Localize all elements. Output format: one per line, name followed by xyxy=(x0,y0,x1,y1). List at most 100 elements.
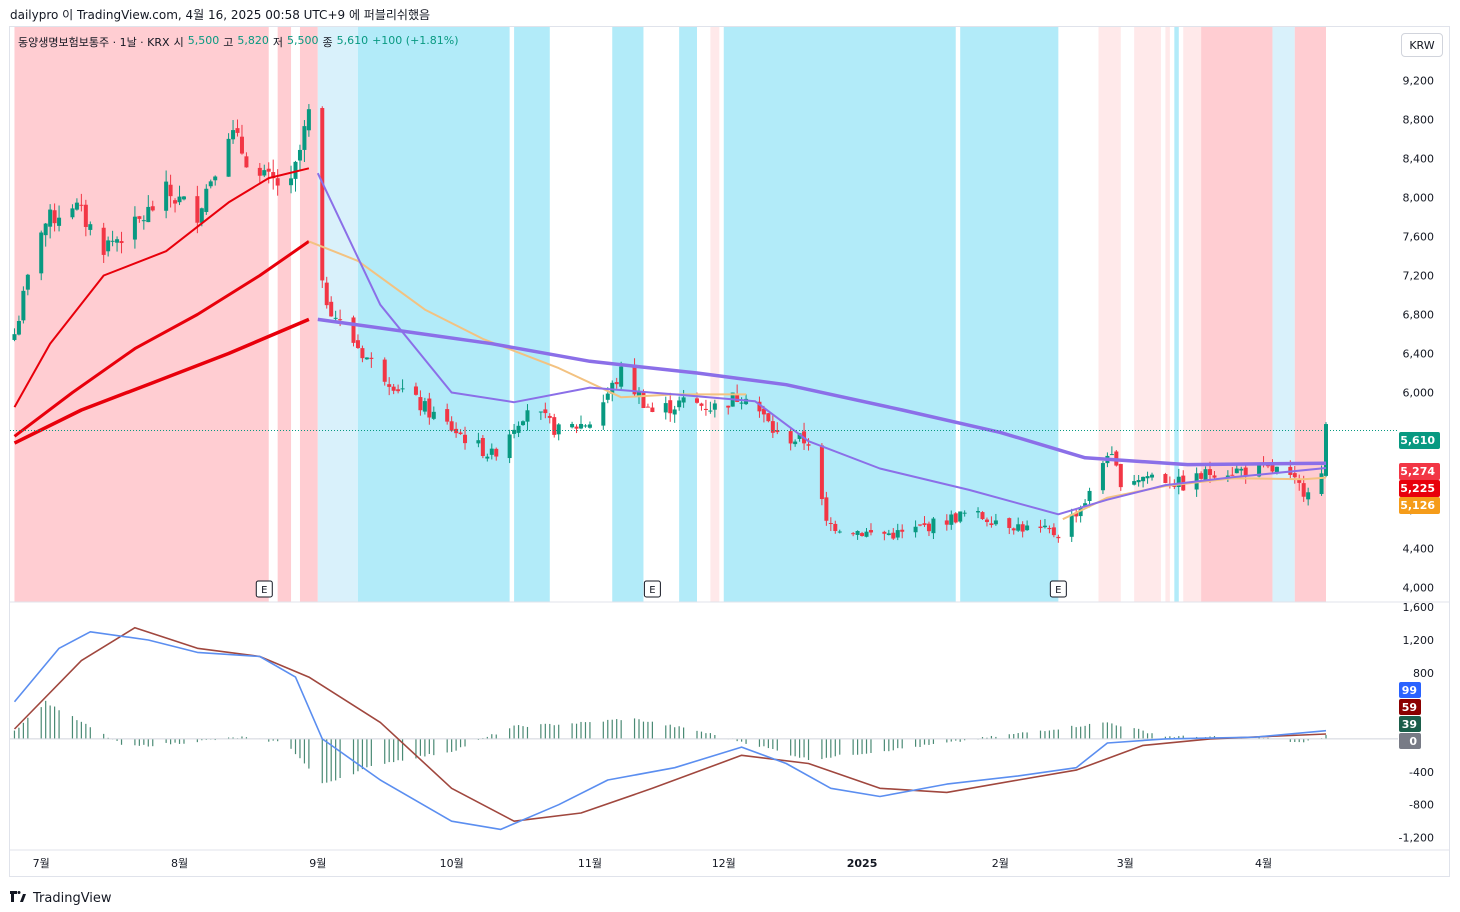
price-badge xyxy=(1399,432,1440,449)
candle-body xyxy=(663,403,668,413)
candle-body xyxy=(1074,512,1079,517)
candle-body xyxy=(1047,527,1052,530)
candle-body xyxy=(860,533,865,536)
x-tick-label: 9월 xyxy=(309,857,326,870)
macd-tick-label: -400 xyxy=(1409,766,1434,779)
candle-body xyxy=(570,423,575,428)
candle-body xyxy=(953,513,958,523)
candle-body xyxy=(556,424,561,435)
moving-average-line xyxy=(308,240,747,399)
background-band xyxy=(723,27,956,602)
earnings-marker xyxy=(643,580,661,598)
candle-body xyxy=(739,402,744,404)
background-band xyxy=(299,27,318,602)
candle-body xyxy=(579,423,584,429)
candle-body xyxy=(150,206,155,211)
candle-body xyxy=(735,393,740,402)
background-band xyxy=(514,27,550,602)
candle-body xyxy=(79,204,84,206)
candle-body xyxy=(797,433,802,439)
candle-body xyxy=(1056,536,1061,539)
candle-body xyxy=(574,426,579,429)
candle-body xyxy=(766,413,771,422)
tradingview-logo-icon[interactable] xyxy=(10,890,28,906)
candle-body xyxy=(918,524,923,526)
candle-body xyxy=(1163,474,1168,483)
background-band xyxy=(710,27,720,602)
background-band xyxy=(1201,27,1273,602)
candle-body xyxy=(1239,468,1244,471)
candle-body xyxy=(1042,525,1047,528)
background-band xyxy=(317,27,358,602)
candle-body xyxy=(922,523,927,526)
moving-average-line xyxy=(13,317,310,445)
candle-body xyxy=(289,178,294,186)
currency-button[interactable]: KRW xyxy=(1401,33,1443,57)
chart-svg[interactable]: 9,6009,2008,8008,4008,0007,6007,2006,800… xyxy=(0,0,1460,880)
candle-body xyxy=(110,240,115,242)
candle-body xyxy=(1257,464,1262,477)
candle-body xyxy=(944,520,949,525)
candle-body xyxy=(650,407,655,413)
candle-body xyxy=(1025,525,1030,531)
candle-body xyxy=(1141,476,1146,482)
candle-body xyxy=(199,208,204,223)
background-band xyxy=(1098,27,1121,602)
candle-body xyxy=(168,184,173,197)
high-label: 고 xyxy=(223,36,234,49)
candle-body xyxy=(48,209,53,227)
x-tick-label: 10월 xyxy=(440,857,464,870)
macd-badge-label: 59 xyxy=(1402,701,1417,714)
candle-body xyxy=(980,512,985,520)
footer-logo-text[interactable]: TradingView xyxy=(33,890,112,906)
candle-body xyxy=(516,425,521,433)
candle-body xyxy=(819,445,824,500)
candle-body xyxy=(601,402,606,426)
candle-body xyxy=(449,421,454,431)
background-band xyxy=(679,27,697,602)
candle-body xyxy=(583,425,588,427)
candle-body xyxy=(712,403,717,410)
candle-body xyxy=(824,497,829,521)
candle-body xyxy=(886,533,891,535)
symbol-name[interactable]: 동양생명보험보통주 · 1날 · KRX xyxy=(18,36,170,49)
candle-body xyxy=(788,431,793,444)
x-tick-label: 2025 xyxy=(847,857,878,870)
low-value: 5,500 xyxy=(286,34,319,47)
candle-body xyxy=(1011,528,1016,531)
price-tick-label: 7,600 xyxy=(1403,231,1435,244)
footer[interactable]: TradingView xyxy=(10,890,112,906)
candle-body xyxy=(1083,503,1088,506)
candle-body xyxy=(775,430,780,433)
candle-body xyxy=(645,406,650,408)
candle-body xyxy=(703,408,708,410)
price-badge xyxy=(1399,463,1440,480)
candle-body xyxy=(1203,469,1208,481)
candle-body xyxy=(463,434,468,444)
candle-body xyxy=(744,398,749,405)
candle-body xyxy=(543,409,548,414)
candle-body xyxy=(271,172,276,179)
candle-body xyxy=(770,421,775,433)
candle-body xyxy=(141,220,146,222)
candle-body xyxy=(1243,467,1248,477)
macd-tick-label: -800 xyxy=(1409,799,1434,812)
background-band xyxy=(1272,27,1295,602)
candle-body xyxy=(476,440,481,444)
candle-body xyxy=(324,282,329,306)
candle-body xyxy=(333,317,338,319)
macd-tick-label: -1,200 xyxy=(1399,832,1434,845)
candle-body xyxy=(976,511,981,513)
candle-body xyxy=(989,523,994,526)
open-label: 시 xyxy=(173,36,184,49)
candle-body xyxy=(864,531,869,537)
candle-body xyxy=(485,456,490,459)
candle-body xyxy=(1100,463,1105,491)
symbol-legend[interactable]: 동양생명보험보통주 · 1날 · KRX 시 5,500 고 5,820 저 5,50… xyxy=(18,34,459,50)
x-tick-label: 7월 xyxy=(33,857,50,870)
candle-body xyxy=(177,196,182,203)
candle-body xyxy=(297,149,302,161)
macd-badge-label: 0 xyxy=(1409,735,1417,748)
moving-average-line xyxy=(317,317,1327,467)
candle-body xyxy=(1306,492,1311,500)
